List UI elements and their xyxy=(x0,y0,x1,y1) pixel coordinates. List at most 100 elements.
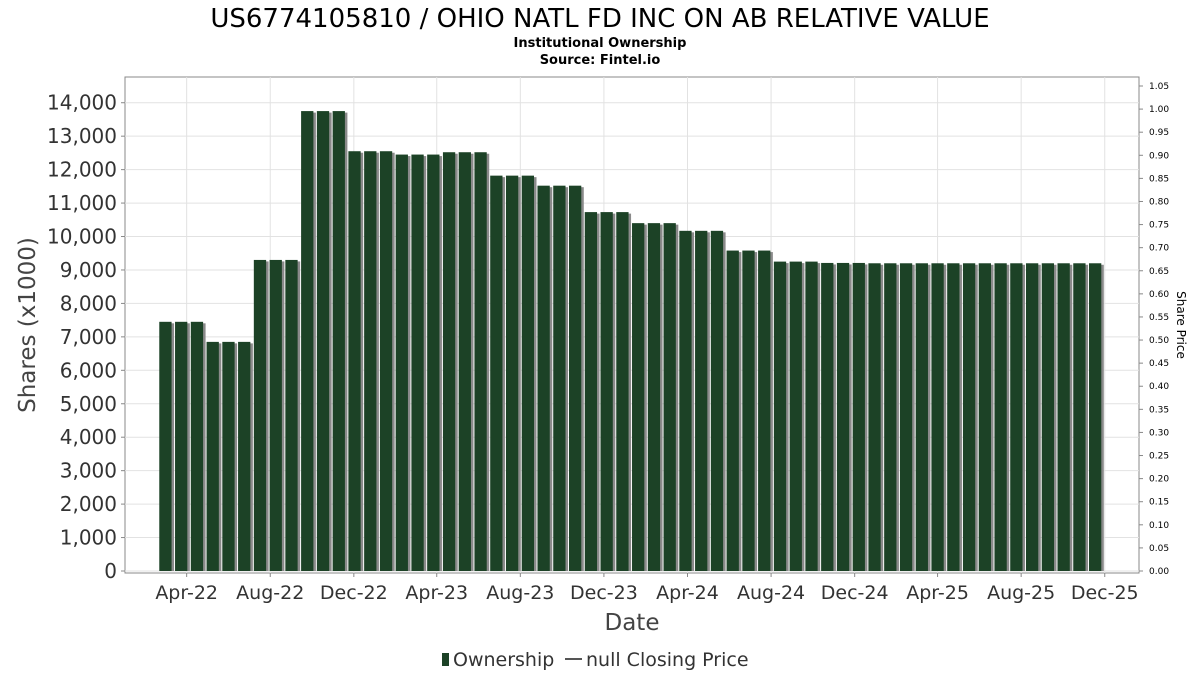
ownership-bar xyxy=(395,154,408,571)
ownership-bar xyxy=(1073,263,1086,571)
ownership-bar xyxy=(379,151,393,572)
legend-ownership-swatch xyxy=(442,653,449,666)
y-tick-label: 4,000 xyxy=(60,425,117,449)
y-tick-label: 12,000 xyxy=(47,158,117,182)
ownership-bar xyxy=(332,111,345,571)
ownership-bar xyxy=(884,263,897,571)
ownership-bar xyxy=(962,263,976,571)
x-axis-label: Date xyxy=(605,610,660,636)
ownership-bar xyxy=(159,321,172,571)
ownership-bar xyxy=(695,230,708,571)
chart-title: US6774105810 / OHIO NATL FD INC ON AB RE… xyxy=(210,4,989,34)
chart-subtitle-1: Institutional Ownership xyxy=(514,36,687,51)
y2-tick-label: 0.05 xyxy=(1149,544,1169,554)
ownership-bar xyxy=(915,263,928,571)
x-axis-ticks: Apr-22 Aug-22 Dec-22 Apr-23 Aug-23 Dec-23 Apr-… xyxy=(155,573,1139,604)
ownership-bar xyxy=(836,262,850,571)
ownership-bar xyxy=(253,259,267,571)
y2-tick-label: 0.95 xyxy=(1149,128,1169,138)
ownership-bar xyxy=(852,262,865,571)
ownership-bar xyxy=(899,263,913,571)
y-tick-label: 10,000 xyxy=(47,225,117,249)
ownership-bar xyxy=(663,223,676,571)
ownership-bar xyxy=(931,263,944,571)
ownership-bar xyxy=(773,261,787,571)
ownership-bar xyxy=(474,152,487,571)
y2-tick-label: 0.75 xyxy=(1149,221,1169,231)
y2-tick-label: 0.45 xyxy=(1149,359,1169,369)
y2-axis-ticks: 0.00 0.05 0.10 0.15 0.20 0.25 0.30 0.35 0.40 0.45… xyxy=(1139,82,1169,577)
ownership-bar xyxy=(537,185,550,572)
y-tick-label: 13,000 xyxy=(47,124,117,148)
legend-price-label: null Closing Price xyxy=(586,649,749,671)
x-tick-label: Apr-24 xyxy=(656,582,719,604)
ownership-bar xyxy=(490,175,503,572)
ownership-bar xyxy=(411,154,424,571)
x-tick-label: Aug-25 xyxy=(987,582,1055,604)
y2-tick-label: 0.55 xyxy=(1149,313,1169,323)
y-tick-label: 14,000 xyxy=(47,91,117,115)
x-tick-label: Aug-22 xyxy=(236,582,304,604)
y-tick-label: 2,000 xyxy=(60,492,117,516)
ownership-bar xyxy=(348,151,361,572)
ownership-bar xyxy=(758,250,771,571)
chart-subtitle-2: Source: Fintel.io xyxy=(540,53,661,68)
ownership-bar xyxy=(285,259,298,571)
ownership-bar xyxy=(269,259,282,571)
ownership-bar xyxy=(647,223,661,571)
y2-tick-label: 0.25 xyxy=(1149,452,1169,462)
y-axis-ticks: 0 1,000 2,000 3,000 4,000 5,000 6,000 7,000 8,00… xyxy=(47,91,125,583)
ownership-bar xyxy=(978,263,991,571)
y2-tick-label: 0.50 xyxy=(1149,336,1169,346)
ownership-bar xyxy=(821,262,834,571)
legend-ownership-label: Ownership xyxy=(453,649,554,671)
y2-tick-label: 0.10 xyxy=(1149,521,1169,531)
ownership-bar xyxy=(1089,263,1102,571)
y-tick-label: 11,000 xyxy=(47,191,117,215)
y-tick-label: 8,000 xyxy=(60,291,117,315)
y2-tick-label: 0.40 xyxy=(1149,382,1169,392)
ownership-bar xyxy=(568,185,582,572)
y-tick-label: 1,000 xyxy=(60,526,117,550)
y2-tick-label: 0.65 xyxy=(1149,267,1169,277)
y2-tick-label: 0.00 xyxy=(1149,567,1169,577)
x-tick-label: Dec-24 xyxy=(821,582,889,604)
y-tick-label: 5,000 xyxy=(60,392,117,416)
ownership-bars xyxy=(159,111,1104,572)
y2-tick-label: 0.90 xyxy=(1149,151,1169,161)
ownership-bar xyxy=(1025,263,1039,571)
ownership-bar xyxy=(1057,263,1070,571)
ownership-bar xyxy=(175,321,188,571)
x-tick-label: Apr-23 xyxy=(405,582,468,604)
y2-tick-label: 0.15 xyxy=(1149,498,1169,508)
y2-tick-label: 1.00 xyxy=(1149,105,1169,115)
ownership-bar xyxy=(238,341,251,571)
ownership-bar xyxy=(584,212,598,571)
y2-tick-label: 1.05 xyxy=(1149,82,1169,92)
x-tick-label: Apr-22 xyxy=(155,582,218,604)
y-axis-label: Shares (x1000) xyxy=(15,237,41,413)
ownership-bar xyxy=(600,212,613,571)
y2-tick-label: 0.30 xyxy=(1149,428,1169,438)
y-tick-label: 3,000 xyxy=(60,459,117,483)
ownership-bar xyxy=(994,263,1007,571)
y-tick-label: 7,000 xyxy=(60,325,117,349)
y2-tick-label: 0.70 xyxy=(1149,244,1169,254)
x-tick-label: Aug-23 xyxy=(486,582,554,604)
ownership-bar xyxy=(301,111,314,571)
y-tick-label: 6,000 xyxy=(60,358,117,382)
ownership-bar xyxy=(679,230,692,571)
ownership-bar xyxy=(553,185,566,572)
ownership-bar xyxy=(868,263,881,571)
ownership-bar xyxy=(316,111,330,571)
ownership-bar xyxy=(222,341,235,571)
x-tick-label: Apr-25 xyxy=(906,582,969,604)
y-tick-label: 0 xyxy=(104,559,117,583)
y2-axis-label: Share Price xyxy=(1174,291,1188,359)
ownership-bar xyxy=(364,151,377,572)
y2-tick-label: 0.80 xyxy=(1149,197,1169,207)
ownership-bar xyxy=(1041,263,1055,571)
ownership-bar xyxy=(947,263,960,571)
x-tick-label: Dec-25 xyxy=(1071,582,1139,604)
